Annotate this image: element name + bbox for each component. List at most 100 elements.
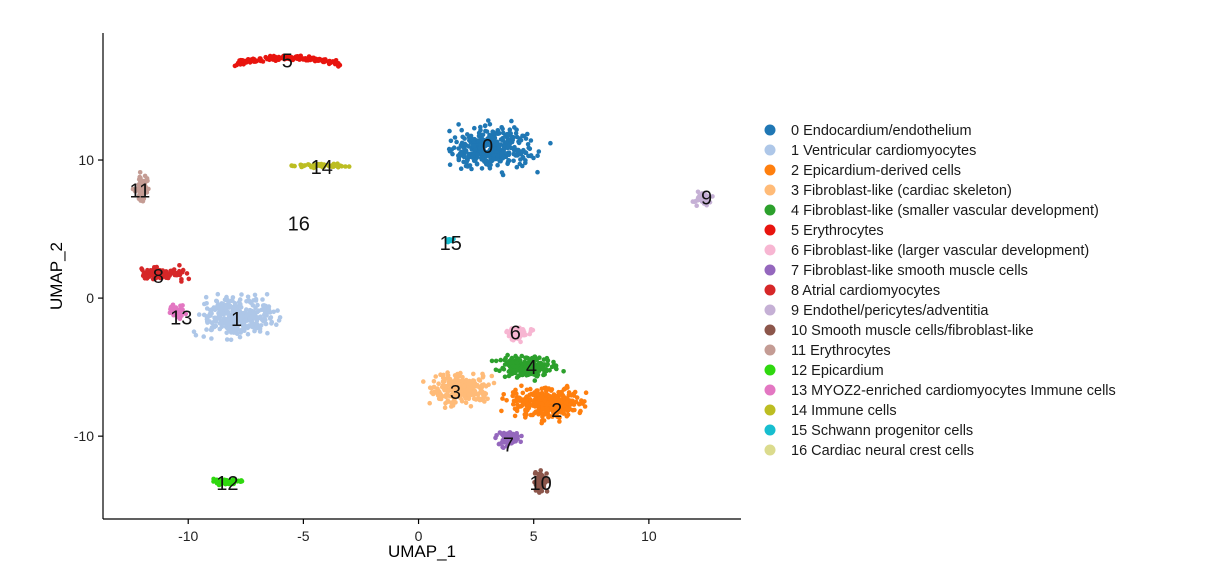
legend-swatch: [764, 284, 776, 296]
point: [526, 360, 531, 365]
point: [237, 334, 243, 340]
point: [446, 146, 452, 152]
point: [148, 268, 153, 273]
point: [525, 355, 531, 361]
point: [343, 164, 348, 169]
point: [577, 410, 583, 416]
point: [269, 321, 274, 326]
legend-item: 10 Smooth muscle cells/fibroblast-like: [764, 323, 1034, 339]
point: [222, 316, 227, 321]
point: [522, 150, 528, 155]
cluster-13-points: [167, 302, 189, 322]
point: [235, 323, 241, 328]
point: [697, 193, 702, 198]
point: [515, 334, 520, 339]
legend-item: 7 Fibroblast-like smooth muscle cells: [764, 263, 1028, 279]
point: [226, 300, 231, 305]
point: [460, 374, 465, 380]
point: [180, 303, 185, 308]
legend-swatch: [764, 444, 776, 456]
point: [459, 398, 465, 404]
point: [221, 311, 227, 317]
point: [458, 166, 464, 171]
point: [540, 406, 545, 411]
point: [138, 198, 143, 203]
point: [440, 379, 446, 384]
point: [447, 162, 453, 167]
point: [454, 393, 459, 398]
legend-swatch: [764, 384, 776, 396]
point: [707, 200, 713, 205]
point: [142, 173, 148, 179]
point: [502, 357, 508, 363]
point: [499, 440, 505, 445]
point: [521, 361, 527, 366]
point: [515, 326, 520, 331]
point: [475, 384, 480, 389]
point: [527, 366, 533, 371]
point: [451, 145, 457, 150]
point: [506, 361, 512, 366]
cluster-4-points: [489, 352, 566, 383]
point: [514, 164, 520, 170]
point: [523, 415, 528, 420]
point: [454, 139, 459, 145]
point: [563, 407, 568, 412]
point: [544, 402, 550, 407]
point: [203, 294, 209, 300]
point: [538, 472, 544, 478]
point: [512, 413, 518, 419]
point: [183, 311, 189, 317]
point: [484, 129, 490, 134]
point: [562, 386, 568, 391]
point: [514, 134, 520, 140]
point: [282, 53, 288, 59]
cluster-1-points: [191, 291, 283, 343]
point: [228, 337, 234, 343]
point: [540, 414, 545, 420]
point: [565, 396, 570, 402]
point: [222, 297, 228, 303]
legend-swatch: [764, 164, 776, 176]
point: [478, 124, 483, 130]
legend-label: 5 Erythrocytes: [791, 223, 884, 239]
point: [516, 397, 521, 402]
point: [481, 151, 486, 156]
point: [271, 309, 277, 315]
cluster-label-3: 3: [450, 382, 461, 404]
point: [239, 292, 244, 297]
point: [514, 391, 519, 397]
point: [458, 387, 464, 393]
point: [491, 157, 496, 162]
legend-item: 3 Fibroblast-like (cardiac skeleton): [764, 183, 1012, 199]
point: [548, 394, 554, 400]
point: [487, 166, 493, 171]
point: [165, 275, 171, 281]
point: [235, 308, 241, 314]
point: [484, 162, 490, 167]
legend-label: 8 Atrial cardiomyocytes: [791, 283, 940, 299]
point: [518, 439, 523, 445]
point: [519, 383, 524, 389]
point: [536, 360, 542, 366]
point: [294, 55, 300, 60]
point: [191, 329, 197, 335]
legend-label: 4 Fibroblast-like (smaller vascular deve…: [791, 203, 1099, 219]
point: [477, 378, 483, 383]
point: [139, 266, 144, 271]
point: [204, 301, 209, 306]
point: [528, 397, 533, 403]
point: [546, 412, 551, 418]
point: [234, 313, 240, 318]
point: [493, 358, 499, 364]
point: [514, 375, 520, 380]
point: [513, 130, 519, 136]
cluster-label-10: 10: [529, 473, 551, 495]
legend-item: 14 Immune cells: [764, 403, 897, 419]
point: [266, 307, 272, 312]
cluster-label-9: 9: [701, 187, 712, 209]
point: [506, 331, 511, 336]
point: [568, 402, 573, 407]
point: [483, 143, 488, 149]
